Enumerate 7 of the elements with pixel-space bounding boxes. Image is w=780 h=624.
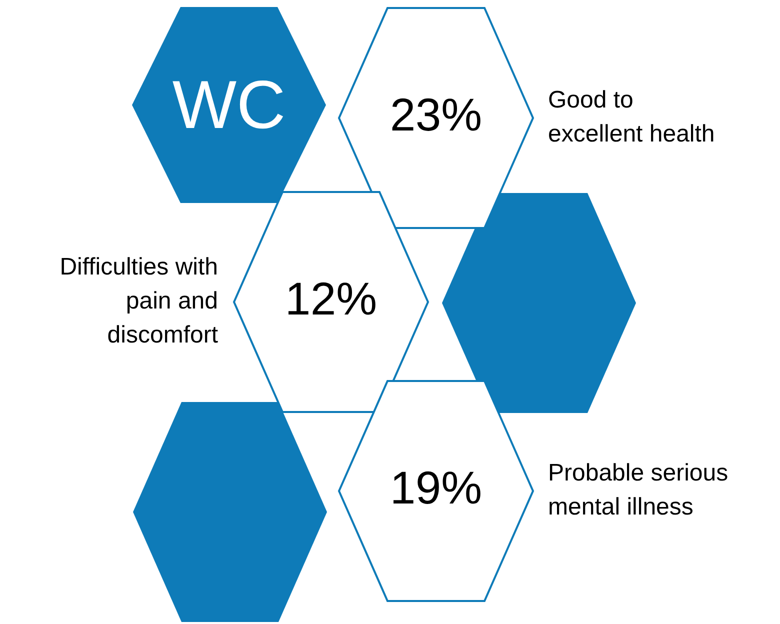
data-label: 12%	[284, 272, 378, 325]
category-label: Good to excellent health	[548, 86, 715, 148]
text: WC	[171, 66, 287, 145]
data-label: 23%	[390, 88, 482, 141]
category-label: Probable serious mental illness	[548, 460, 728, 521]
data-label: 19%	[390, 462, 482, 514]
category-label: Difficulties with pain and discomfort	[60, 254, 218, 349]
